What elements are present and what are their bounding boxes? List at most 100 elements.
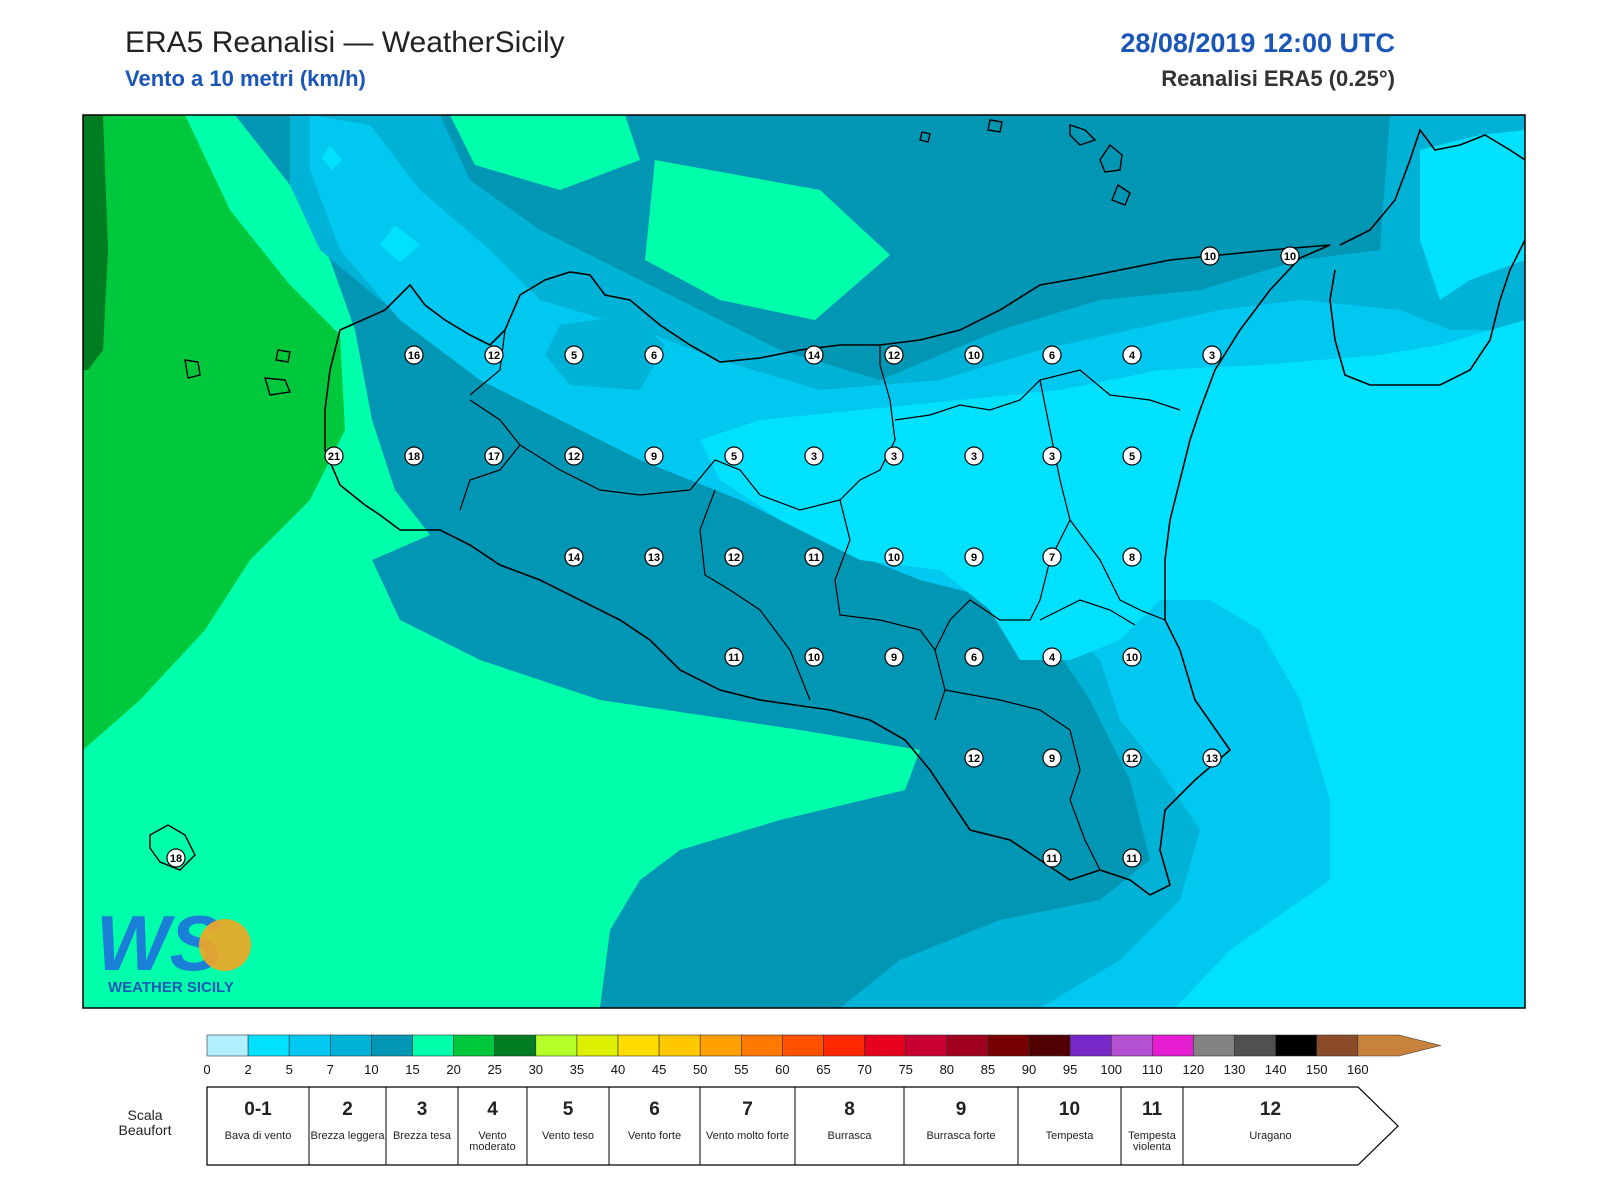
beaufort-cell: 4 Vento moderato	[458, 1087, 527, 1164]
station-label: 10	[964, 345, 984, 365]
legend-swatch	[946, 1034, 989, 1057]
station-label: 9	[644, 446, 664, 466]
svg-text:9: 9	[1049, 753, 1055, 765]
station-label: 12	[724, 547, 744, 567]
legend-swatch	[1193, 1034, 1235, 1057]
svg-text:18: 18	[170, 853, 182, 865]
beaufort-number: 5	[562, 1099, 574, 1120]
svg-text:10: 10	[808, 652, 820, 664]
svg-text:6: 6	[1049, 350, 1055, 362]
legend-tick-label: 2	[244, 1062, 252, 1077]
svg-text:4: 4	[1049, 652, 1056, 664]
beaufort-name: Vento moderato	[469, 1130, 516, 1153]
svg-text:12: 12	[488, 350, 500, 362]
legend-tick-label: 5	[285, 1062, 293, 1077]
svg-text:21: 21	[328, 451, 340, 463]
svg-text:11: 11	[728, 652, 740, 664]
beaufort-number: 4	[487, 1099, 498, 1120]
legend-swatch	[699, 1034, 742, 1057]
beaufort-number: 2	[342, 1099, 353, 1120]
legend-tick-label: 20	[446, 1062, 461, 1077]
legend-tick-label: 110	[1141, 1062, 1163, 1077]
legend-tick-label: 120	[1182, 1062, 1205, 1077]
beaufort-scale-frame	[206, 1086, 1399, 1166]
station-label: 10	[1122, 647, 1142, 667]
legend-swatch	[782, 1034, 824, 1057]
svg-text:10: 10	[968, 350, 980, 362]
svg-text:18: 18	[408, 451, 420, 463]
station-label: 10	[804, 647, 824, 667]
station-label: 10	[884, 547, 904, 567]
beaufort-label: Scala Beaufort	[118, 1107, 172, 1138]
station-label: 21	[324, 446, 344, 466]
svg-text:16: 16	[408, 350, 420, 362]
legend-swatch	[1316, 1034, 1359, 1057]
svg-text:11: 11	[1046, 853, 1058, 865]
legend-tick-label: 150	[1305, 1062, 1328, 1077]
band-25-30	[83, 115, 108, 370]
svg-text:9: 9	[891, 652, 897, 664]
svg-text:12: 12	[728, 552, 740, 564]
beaufort-number: 6	[649, 1099, 660, 1120]
legend-swatch	[987, 1034, 1030, 1057]
svg-text:3: 3	[811, 451, 817, 463]
band-2-5-northwest	[380, 225, 420, 262]
svg-text:12: 12	[888, 350, 900, 362]
svg-text:5: 5	[571, 350, 577, 362]
station-label: 12	[884, 345, 904, 365]
station-label: 11	[804, 547, 824, 567]
band-7-10-interior	[545, 315, 665, 390]
legend-tick-label: 100	[1100, 1062, 1123, 1077]
station-label: 9	[964, 547, 984, 567]
beaufort-number: 3	[416, 1099, 428, 1120]
legend-tick-label: 95	[1062, 1062, 1078, 1077]
station-label: 6	[1042, 345, 1062, 365]
station-label: 6	[964, 647, 984, 667]
station-label: 14	[564, 547, 584, 567]
station-label: 14	[804, 345, 824, 365]
legend-tick-label: 15	[405, 1062, 420, 1077]
svg-text:10: 10	[1126, 652, 1138, 664]
station-label: 6	[644, 345, 664, 365]
band-15-20-tyrrhenian	[645, 160, 890, 320]
station-label: 3	[964, 446, 984, 466]
svg-text:17: 17	[488, 451, 500, 463]
beaufort-name: Vento molto forte	[705, 1130, 790, 1142]
legend-swatch	[658, 1034, 701, 1057]
legend-swatch	[1110, 1034, 1153, 1057]
station-label: 5	[1122, 446, 1142, 466]
legend-swatch	[1357, 1034, 1441, 1057]
band-2-5-tip	[322, 145, 342, 170]
map-subtitle: Vento a 10 metri (km/h)	[125, 66, 366, 91]
station-label: 4	[1042, 647, 1062, 667]
legend-tick-label: 40	[610, 1062, 626, 1077]
beaufort-number: 9	[955, 1099, 967, 1120]
legend-tick-label: 50	[692, 1062, 708, 1077]
legend-swatch	[288, 1034, 331, 1057]
svg-text:5: 5	[1129, 451, 1135, 463]
legend-swatch	[494, 1034, 537, 1057]
station-label: 13	[644, 547, 664, 567]
legend-swatch	[864, 1034, 906, 1057]
beaufort-cell: 2 Brezza leggera	[309, 1087, 386, 1164]
beaufort-number: 0-1	[244, 1099, 272, 1120]
beaufort-cell: 9 Burrasca forte	[904, 1087, 1018, 1164]
beaufort-name: Brezza tesa	[392, 1130, 452, 1142]
legend-tick-label: 75	[898, 1062, 913, 1077]
svg-text:8: 8	[1129, 552, 1135, 564]
svg-text:13: 13	[648, 552, 660, 564]
legend-tick-label: 65	[816, 1062, 831, 1077]
beaufort-name: Tempesta violenta	[1128, 1130, 1176, 1153]
beaufort-name: Tempesta	[1045, 1130, 1094, 1142]
svg-text:11: 11	[808, 552, 820, 564]
beaufort-name: Burrasca forte	[926, 1130, 996, 1142]
legend-swatch	[1028, 1034, 1071, 1057]
legend-tick-label: 30	[528, 1062, 544, 1077]
svg-text:3: 3	[1209, 350, 1215, 362]
svg-text:9: 9	[971, 552, 977, 564]
svg-text:4: 4	[1129, 350, 1136, 362]
station-label: 5	[564, 345, 584, 365]
station-label: 8	[1122, 547, 1142, 567]
logo-text: WEATHER SICILY	[108, 979, 234, 996]
station-label: 3	[1202, 345, 1222, 365]
